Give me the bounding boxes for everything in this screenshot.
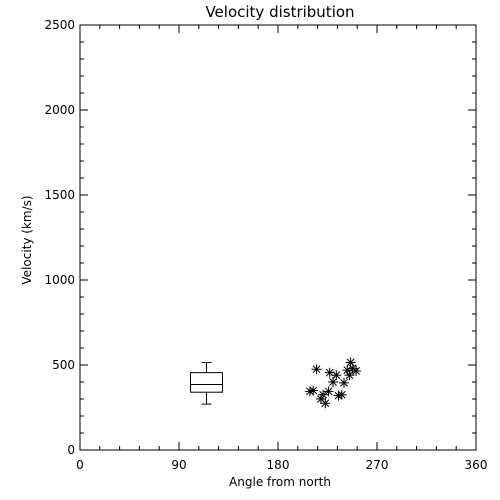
- y-tick-label: 0: [67, 443, 75, 457]
- x-tick-label: 360: [465, 458, 488, 472]
- data-point-marker: [323, 386, 334, 397]
- marker-stroke: [346, 358, 355, 367]
- marker-stroke: [348, 364, 357, 373]
- velocity-points: [304, 357, 362, 409]
- marker-stroke: [324, 387, 333, 396]
- y-axis-title: Velocity (km/s): [20, 195, 34, 284]
- marker-stroke: [321, 399, 330, 408]
- data-point-marker: [339, 377, 349, 388]
- x-tick-label: 90: [171, 458, 186, 472]
- marker-stroke: [340, 378, 348, 387]
- marker-stroke: [337, 390, 346, 399]
- y-axis-ticks: [80, 24, 476, 451]
- marker-stroke: [329, 378, 337, 386]
- y-axis-tick-labels: 0 500 1000 1500 2000 2500: [44, 18, 75, 457]
- x-axis-title: Angle from north: [229, 475, 331, 489]
- data-point-marker: [318, 389, 329, 400]
- y-tick-label: 1500: [44, 188, 75, 202]
- data-point-marker: [311, 364, 322, 375]
- y-tick-label: 500: [52, 358, 75, 372]
- data-point-marker: [331, 370, 342, 381]
- marker-stroke: [343, 366, 352, 374]
- marker-stroke: [332, 371, 341, 380]
- marker-stroke: [312, 365, 321, 374]
- marker-stroke: [352, 367, 360, 375]
- data-point-marker: [320, 398, 331, 409]
- x-axis-tick-labels: 0 90 180 270 360: [76, 458, 487, 472]
- marker-stroke: [309, 386, 318, 395]
- data-point-marker: [308, 385, 319, 396]
- boxplot-box: [190, 372, 223, 393]
- velocity-boxplot: [190, 361, 223, 405]
- marker-stroke: [319, 390, 327, 399]
- x-tick-label: 270: [366, 458, 389, 472]
- data-point-marker: [351, 365, 362, 376]
- x-tick-label: 180: [267, 458, 290, 472]
- data-point-marker: [336, 389, 347, 400]
- marker-stroke: [345, 371, 354, 380]
- x-axis-ticks: [79, 25, 477, 450]
- x-tick-label: 0: [76, 458, 84, 472]
- y-tick-label: 2500: [44, 18, 75, 32]
- marker-stroke: [325, 368, 334, 377]
- y-tick-label: 1000: [44, 273, 75, 287]
- y-tick-label: 2000: [44, 103, 75, 117]
- chart-title: Velocity distribution: [205, 3, 354, 21]
